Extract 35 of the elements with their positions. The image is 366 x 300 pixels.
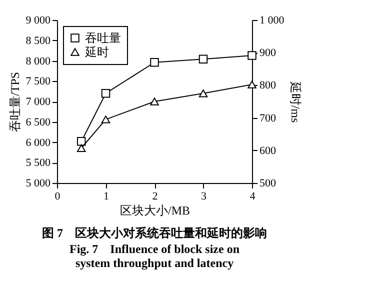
point [101,116,110,124]
x-axis-title: 区块大小/MB [120,204,190,218]
point [150,98,159,106]
y-tick-label: 8 000 [26,55,51,68]
y2-tick-label: 900 [260,47,276,60]
point [101,88,110,98]
y-tick-label: 7 000 [26,96,51,108]
point [198,89,208,98]
y-tick-label: 9 000 [26,14,51,26]
point [77,144,86,152]
y2-axis-title: 延时/ms [288,80,302,123]
y-tick-label: 6 000 [26,136,51,149]
x-tick-label: 1 [104,190,109,202]
y2-tick-label: 800 [260,80,276,92]
y-tick-label: 6 500 [26,116,51,128]
point [77,137,86,146]
y-tick-label: 5 500 [26,157,51,170]
point [150,58,159,67]
y-tick-label: 8 500 [26,34,51,47]
y-tick-label: 5 000 [26,178,51,190]
x-tick-label: 4 [250,190,256,202]
y2-tick-label: 700 [260,112,276,124]
y2-tick-label: 500 [260,178,276,190]
text: Fig. 7 Influence of block size on system throughput and latency [70,242,240,270]
point [198,54,208,64]
y-axis-title: 吞吐量/TPS [8,72,22,132]
x-tick-label: 3 [201,190,207,202]
text: 图 7 区块大小对系统吞吐量和延时的影响 [42,226,267,240]
legend-label: 延时 [84,45,109,59]
x-tick-label: 0 [54,190,61,202]
y-tick-label: 7 500 [26,76,51,88]
x-tick-label: 2 [152,190,158,202]
y2-tick-label: 1 000 [260,14,285,26]
legend-label: 吞吐量 [85,31,121,45]
y2-tick-label: 600 [260,144,276,157]
